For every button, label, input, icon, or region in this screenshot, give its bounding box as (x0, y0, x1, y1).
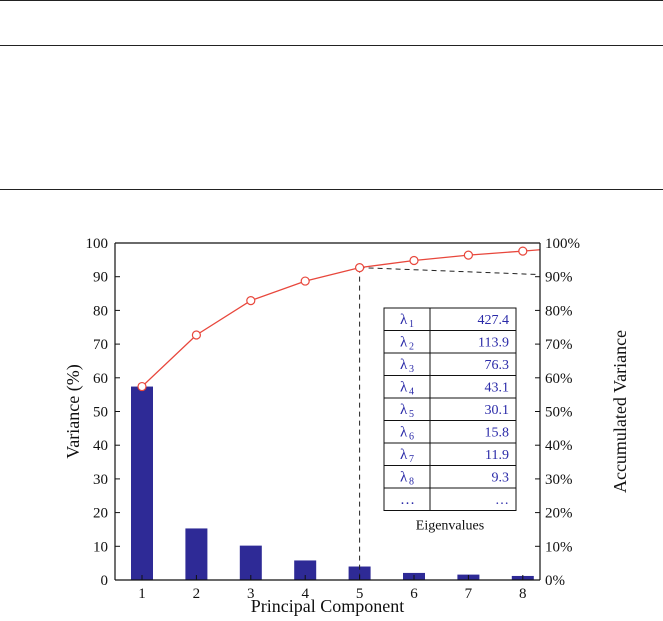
accumulated-point-7 (463, 250, 473, 260)
eigenvalue-symbol: λ (400, 312, 408, 328)
bar-component-4 (294, 560, 317, 580)
accumulated-point-4 (300, 276, 310, 286)
bar-component-1 (131, 386, 153, 580)
eigenvalue-value: 427.4 (478, 313, 510, 328)
eigenvalue-subscript: 5 (409, 409, 414, 420)
accumulated-point-5 (355, 263, 365, 273)
y2-tick-label: 60% (545, 371, 573, 387)
eigenvalue-subscript: 3 (409, 364, 414, 375)
bar-component-5 (348, 566, 371, 580)
accumulated-point-6 (409, 255, 419, 266)
eigenvalue-caption: Eigenvalues (416, 519, 484, 534)
eigenvalue-symbol: λ (400, 402, 408, 418)
x-tick-label: 5 (356, 586, 364, 602)
y2-tick-label: 50% (545, 405, 573, 421)
x-tick-label: 3 (247, 586, 255, 602)
x-tick-label: 6 (410, 586, 418, 602)
bar-component-3 (239, 545, 262, 580)
eigenvalue-symbol: λ (400, 447, 408, 463)
eigenvalue-subscript: 8 (409, 477, 414, 488)
eigenvalue-table-frame (383, 307, 517, 511)
x-tick-label: 1 (138, 586, 146, 602)
bar-component-2 (185, 528, 208, 580)
eigenvalue-symbol: … (400, 492, 415, 508)
header-rule (0, 45, 663, 46)
x-tick-label: 8 (519, 586, 527, 602)
y-tick-label: 60 (93, 371, 108, 387)
eigenvalue-subscript: 6 (409, 432, 414, 443)
accumulated-point-2 (191, 330, 201, 340)
top-rule (0, 0, 663, 1)
eigenvalue-value: 30.1 (485, 403, 510, 418)
y2-tick-label: 20% (545, 506, 573, 522)
y-tick-label: 50 (93, 405, 108, 421)
y-tick-label: 100 (86, 236, 109, 252)
eigenvalue-value: … (495, 493, 509, 508)
y-axis-title: Variance (%) (63, 364, 84, 458)
y2-tick-label: 100% (545, 236, 580, 252)
section-rule (0, 189, 663, 190)
y-tick-label: 80 (93, 303, 108, 319)
eigenvalue-subscript: 1 (409, 319, 414, 330)
eigenvalue-subscript: 2 (409, 342, 414, 353)
y2-tick-label: 40% (545, 438, 573, 454)
y2-tick-label: 90% (545, 270, 573, 286)
x-tick-label: 2 (193, 586, 201, 602)
y2-tick-label: 70% (545, 337, 573, 353)
y2-tick-label: 30% (545, 472, 573, 488)
y2-tick-label: 10% (545, 539, 573, 555)
eigenvalue-value: 11.9 (485, 448, 509, 463)
y2-tick-label: 0% (545, 573, 565, 589)
eigenvalue-value: 113.9 (478, 336, 509, 351)
y2-axis-title: Accumulated Variance (610, 330, 630, 493)
eigenvalue-value: 76.3 (485, 358, 510, 373)
y-tick-label: 0 (101, 573, 109, 589)
x-tick-label: 4 (301, 586, 309, 602)
y-tick-label: 90 (93, 270, 108, 286)
y-tick-label: 20 (93, 506, 108, 522)
eigenvalue-symbol: λ (400, 425, 408, 441)
x-axis-title: Principal Component (251, 596, 404, 616)
accumulated-point-3 (246, 296, 256, 306)
y2-tick-label: 80% (545, 303, 573, 319)
eigenvalue-value: 43.1 (485, 381, 510, 396)
eigenvalue-value: 9.3 (492, 471, 510, 486)
eigenvalue-symbol: λ (400, 335, 408, 351)
y-tick-label: 10 (93, 539, 108, 555)
x-tick-label: 7 (465, 586, 473, 602)
y-tick-label: 30 (93, 472, 108, 488)
accumulated-point-8 (518, 246, 528, 256)
accumulated-point-1 (137, 381, 147, 392)
y-tick-label: 40 (93, 438, 108, 454)
y-tick-label: 70 (93, 337, 108, 353)
eigenvalue-symbol: λ (400, 470, 408, 486)
reference-horizontal-dashed-line (359, 267, 541, 276)
eigenvalue-value: 15.8 (485, 426, 510, 441)
eigenvalue-subscript: 4 (409, 387, 414, 398)
eigenvalue-subscript: 7 (409, 454, 414, 465)
accumulated-variance-line (141, 250, 523, 388)
eigenvalue-symbol: λ (400, 357, 408, 373)
eigenvalue-symbol: λ (400, 380, 408, 396)
